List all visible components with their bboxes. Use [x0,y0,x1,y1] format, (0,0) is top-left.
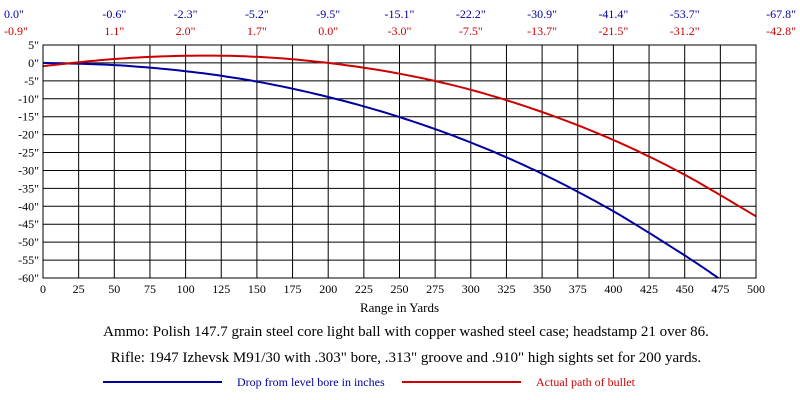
x-tick-label: 375 [569,282,587,296]
x-tick-label: 50 [108,282,120,296]
x-tick-label: 425 [640,282,658,296]
drop-annotation: -0.6" [102,7,126,21]
y-tick-label: -50" [18,235,39,249]
y-tick-label: -45" [18,217,39,231]
x-tick-label: 300 [462,282,480,296]
x-tick-label: 475 [711,282,729,296]
y-tick-label: -10" [18,92,39,106]
drop-annotation: -9.5" [316,7,340,21]
y-tick-label: -15" [18,110,39,124]
y-tick-label: -30" [18,163,39,177]
x-tick-label: 500 [747,282,765,296]
drop-annotation: -5.2" [245,7,269,21]
x-tick-labels: 0 25 50 75 100 125 150 175 200 225 250 275 300 325 350… [40,282,765,296]
x-tick-label: 275 [426,282,444,296]
bullet-path-series-line [43,54,756,218]
x-tick-label: 175 [284,282,302,296]
x-tick-label: 200 [319,282,337,296]
x-tick-label: 75 [144,282,156,296]
path-annotation: -7.5" [459,24,483,38]
legend-drop-label: Drop from level bore in inches [237,375,385,389]
path-annotation: 1.1" [104,24,124,38]
legend-path-label: Actual path of bullet [536,375,636,389]
x-tick-label: 450 [676,282,694,296]
drop-annotation: 0.0" [4,7,24,21]
y-tick-label: -20" [18,128,39,142]
series-lines [43,54,756,278]
ammo-caption: Ammo: Polish 147.7 grain steel core ligh… [103,324,709,340]
drop-annotation: -67.8" [766,7,796,21]
x-tick-label: 325 [497,282,515,296]
drop-series-line [43,61,721,278]
y-tick-label: -25" [18,146,39,160]
path-annotation: -0.9" [4,24,28,38]
drop-annotation: -41.4" [598,7,628,21]
x-tick-label: 250 [391,282,409,296]
x-tick-label: 400 [604,282,622,296]
x-tick-label: 0 [40,282,46,296]
rifle-caption: Rifle: 1947 Izhevsk M91/30 with .303" bo… [111,350,701,366]
x-axis-title: Range in Yards [360,300,439,315]
grid [42,44,757,279]
path-annotation: 0.0" [318,24,338,38]
path-annotation: 2.0" [176,24,196,38]
plot-frame [42,44,757,279]
y-tick-label: -40" [18,199,39,213]
x-tick-label: 100 [177,282,195,296]
y-tick-label: 5" [28,38,39,52]
x-tick-label: 150 [248,282,266,296]
y-tick-label: 0" [28,56,39,70]
top-annotations: 0.0" -0.9" -0.6" 1.1" -2.3" 2.0" -5.2" 1.7" -9.5… [4,7,796,38]
path-annotation: -13.7" [527,24,557,38]
drop-annotation: -2.3" [174,7,198,21]
y-tick-label: -5" [24,74,39,88]
drop-annotation: -15.1" [385,7,415,21]
path-annotation: -42.8" [766,24,796,38]
x-tick-label: 125 [212,282,230,296]
path-annotation: 1.7" [247,24,267,38]
y-tick-label: -55" [18,253,39,267]
y-tick-label: -35" [18,181,39,195]
drop-annotation: -53.7" [670,7,700,21]
y-tick-labels: 5" 0" -5" -10" -15" -20" -25" -30" -35" -40" -45" -… [18,38,39,285]
path-annotation: -31.2" [670,24,700,38]
x-tick-label: 225 [355,282,373,296]
x-tick-label: 350 [533,282,551,296]
path-annotation: -21.5" [598,24,628,38]
x-tick-label: 25 [73,282,85,296]
path-annotation: -3.0" [388,24,412,38]
drop-annotation: -30.9" [527,7,557,21]
drop-annotation: -22.2" [456,7,486,21]
legend: Drop from level bore in inches Actual pat… [103,375,636,389]
y-tick-label: -60" [18,271,39,285]
